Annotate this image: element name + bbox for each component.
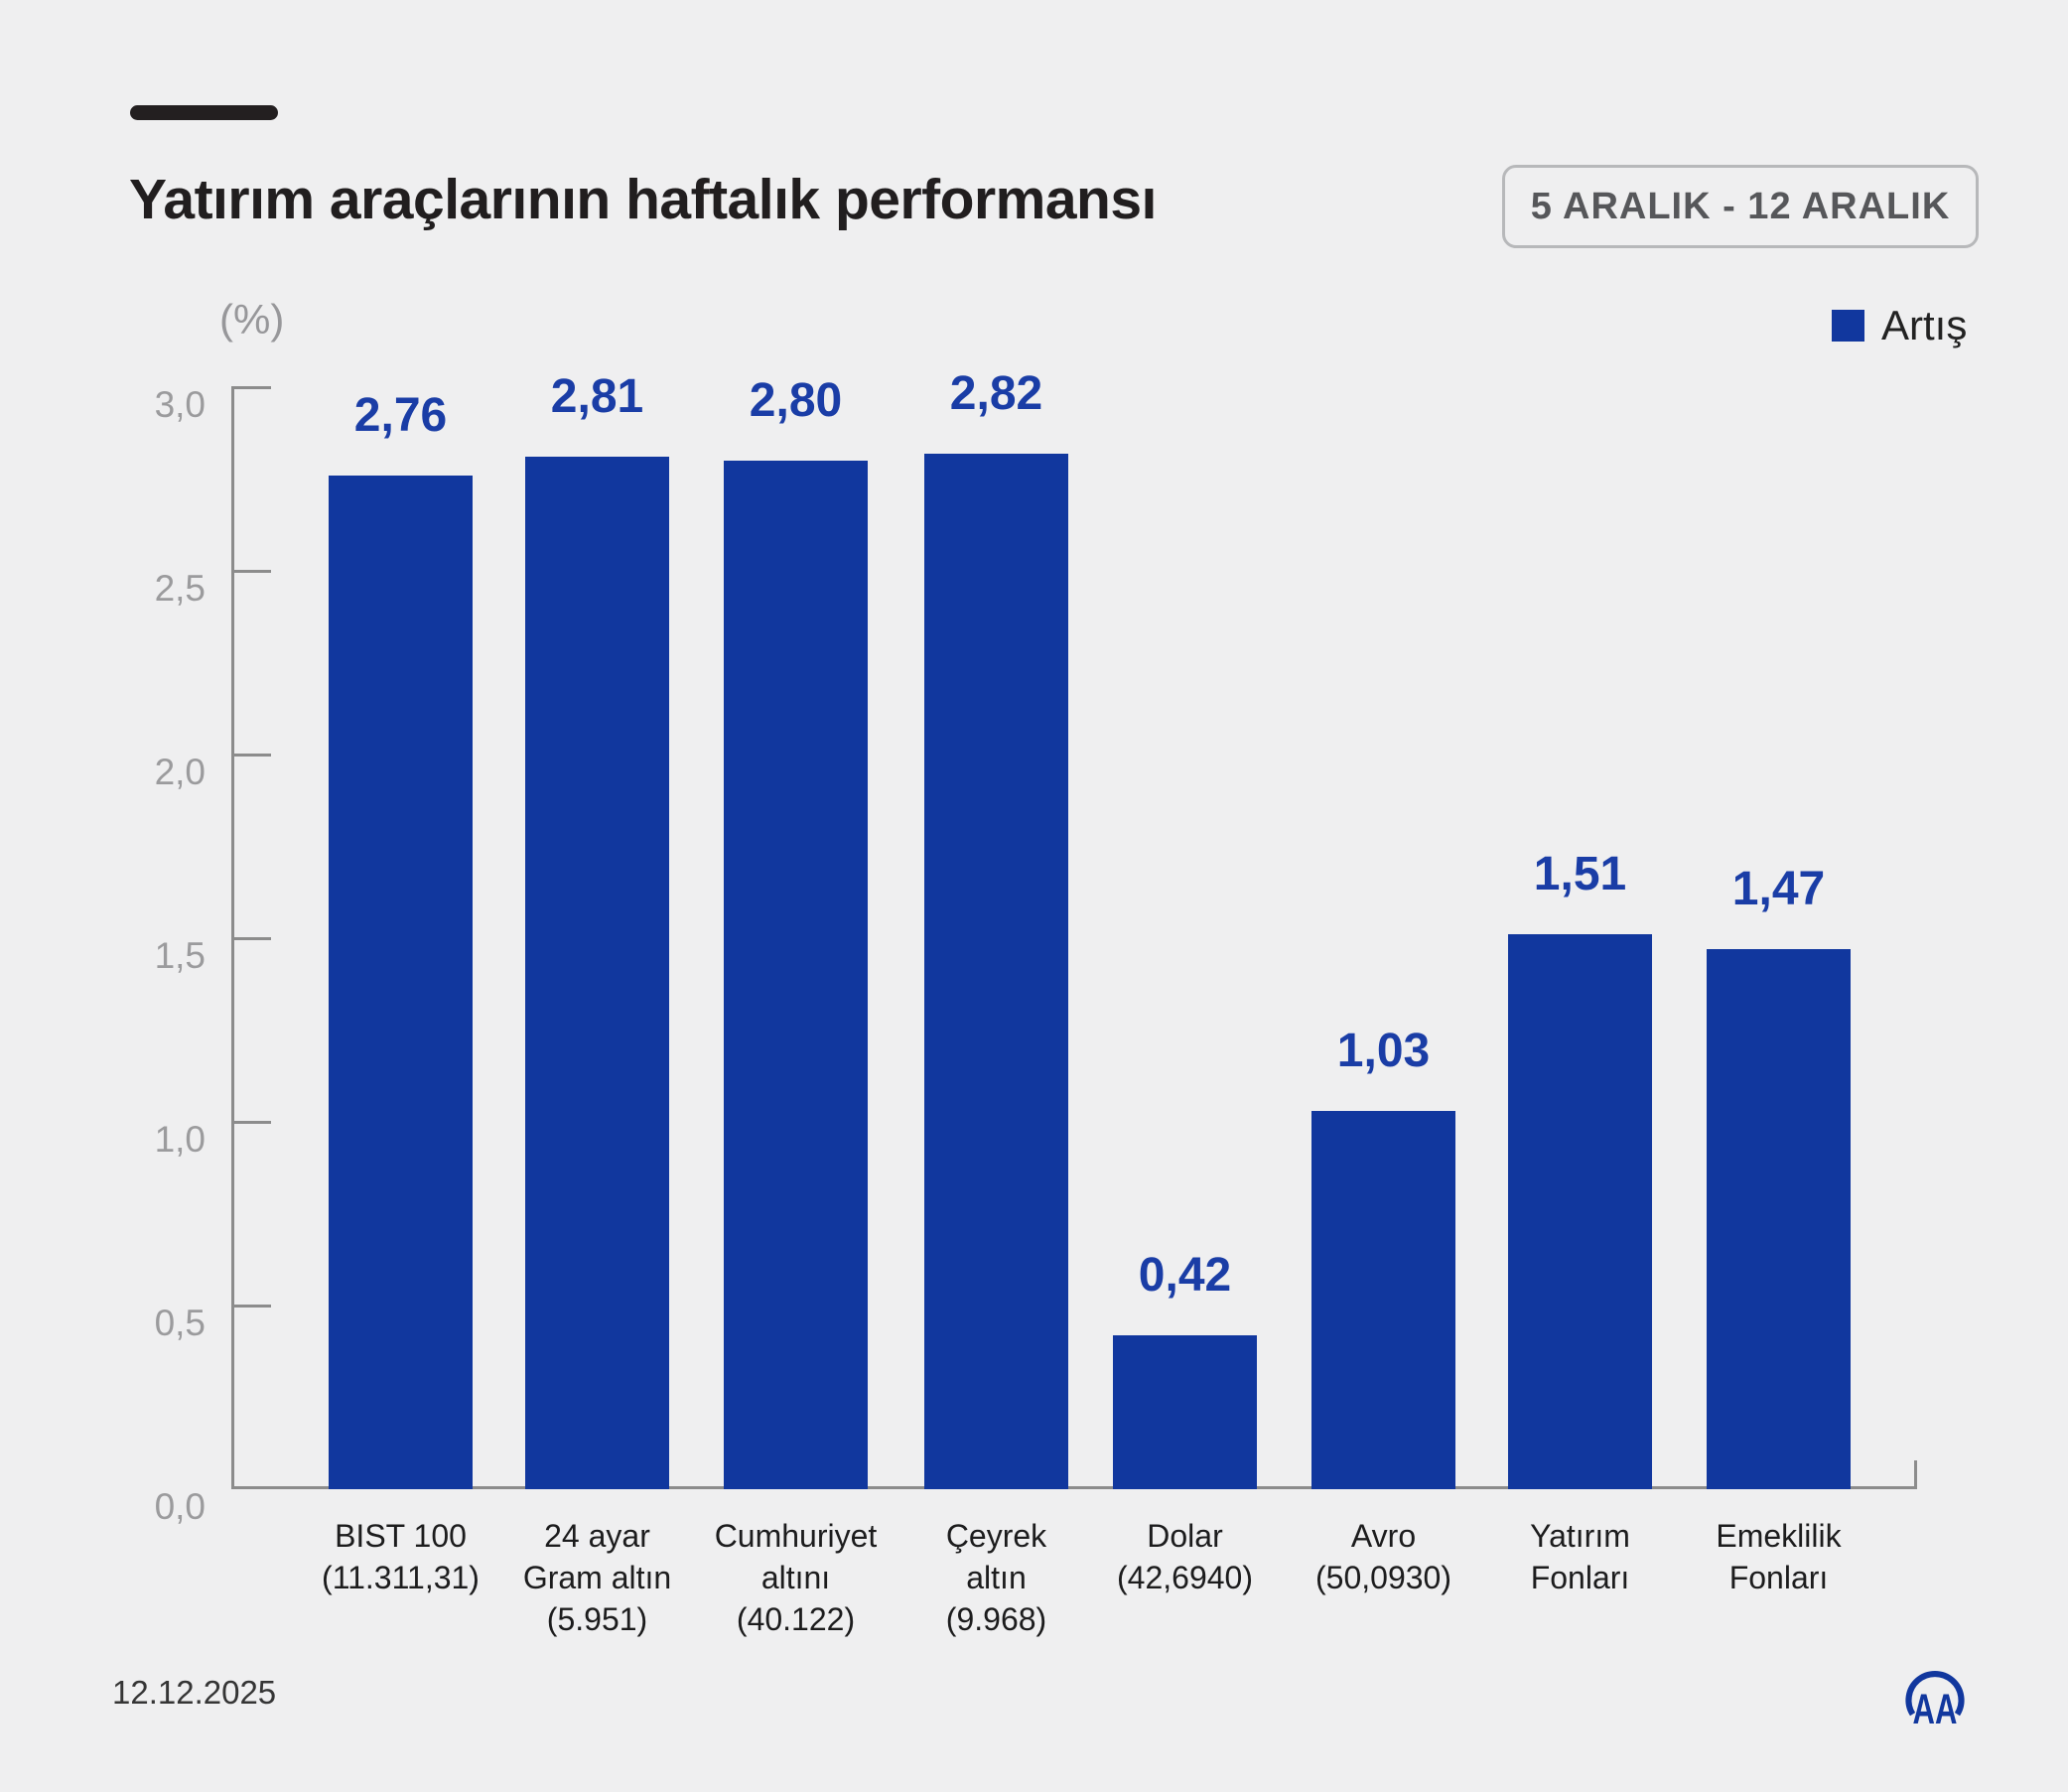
bar-value-label: 1,51 <box>1533 848 1627 900</box>
category-label-line: altın <box>966 1560 1027 1595</box>
bar <box>1707 949 1851 1489</box>
aa-logo-graphic: AA <box>1905 1671 1965 1732</box>
category-label-line: Gram altın <box>522 1560 672 1595</box>
period-badge: 5 ARALIK - 12 ARALIK <box>1502 165 1979 248</box>
y-axis-tick-label: 3,0 <box>154 384 206 425</box>
bar-value-label: 2,82 <box>949 367 1043 420</box>
legend-color-swatch <box>1832 310 1864 342</box>
y-axis-tick-label: 2,0 <box>154 752 206 792</box>
period-badge-label: 5 ARALIK - 12 ARALIK <box>1530 185 1951 227</box>
category-label-line: 24 ayar <box>544 1518 650 1554</box>
category-current-value: (11.311,31) <box>322 1560 480 1595</box>
bar <box>525 457 669 1489</box>
y-axis-tick <box>231 754 271 757</box>
category-label-line: Yatırım <box>1530 1518 1630 1554</box>
x-axis-end-tick <box>1914 1460 1917 1489</box>
x-axis-line <box>231 1486 1917 1489</box>
y-axis-tick-label: 0,0 <box>154 1486 206 1527</box>
category-label: Cumhuriyet altını (40.122) <box>657 1515 935 1640</box>
category-label-line: Emeklilik <box>1716 1518 1842 1554</box>
publish-date: 12.12.2025 <box>112 1674 277 1711</box>
page-title: Yatırım araçlarının haftalık performansı <box>129 168 1157 231</box>
legend: Artış <box>1832 302 1968 348</box>
category-label-line: Cumhuriyet <box>714 1518 878 1554</box>
category-current-value: (9.968) <box>945 1601 1047 1637</box>
y-axis-tick <box>231 1121 271 1124</box>
aa-logo-arc <box>1905 1671 1965 1717</box>
bar <box>724 461 868 1489</box>
bar-value-label: 1,03 <box>1336 1025 1431 1077</box>
bar <box>1311 1111 1455 1489</box>
category-current-value: (50,0930) <box>1315 1560 1451 1595</box>
category-label: Avro (50,0930) <box>1245 1515 1523 1598</box>
y-axis-tick-label: 1,0 <box>154 1119 206 1160</box>
category-label: Yatırım Fonları <box>1442 1515 1720 1598</box>
aa-logo-letters: AA <box>1913 1686 1958 1732</box>
bar-value-label: 0,42 <box>1138 1249 1232 1302</box>
category-current-value: (40.122) <box>736 1601 856 1637</box>
category-label-line: altını <box>760 1560 831 1595</box>
y-axis-tick <box>231 937 271 940</box>
y-axis-tick <box>231 570 271 573</box>
title-dash-decoration <box>130 105 278 120</box>
aa-logo: AA <box>1901 1661 1969 1732</box>
category-label: 24 ayar Gram altın (5.951) <box>459 1515 737 1640</box>
category-current-value: (5.951) <box>546 1601 648 1637</box>
category-label: BIST 100 (11.311,31) <box>262 1515 540 1598</box>
bar-value-label: 1,47 <box>1731 863 1826 915</box>
category-label-line: Dolar <box>1147 1518 1223 1554</box>
y-axis-unit-label: (%) <box>219 296 285 343</box>
category-label-line: BIST 100 <box>335 1518 467 1554</box>
bar <box>1508 934 1652 1489</box>
bar <box>1113 1335 1257 1489</box>
category-label: Çeyrek altın (9.968) <box>858 1515 1136 1640</box>
y-axis-tick-label: 1,5 <box>154 935 206 976</box>
bar-value-label: 2,81 <box>550 370 644 423</box>
bar-value-label: 2,80 <box>749 374 843 427</box>
bar <box>924 454 1068 1489</box>
category-label-line: Avro <box>1350 1518 1417 1554</box>
category-label: Emeklilik Fonları <box>1640 1515 1918 1598</box>
category-label-line: Fonları <box>1728 1560 1829 1595</box>
category-label: Dolar (42,6940) <box>1046 1515 1324 1598</box>
y-axis-tick <box>231 386 271 389</box>
y-axis-tick-label: 2,5 <box>154 568 206 609</box>
category-current-value: (42,6940) <box>1117 1560 1253 1595</box>
bar <box>329 476 473 1489</box>
category-label-line: Fonları <box>1530 1560 1630 1595</box>
bar-value-label: 2,76 <box>353 389 448 442</box>
y-axis-tick-label: 0,5 <box>154 1303 206 1343</box>
legend-label: Artış <box>1881 302 1968 348</box>
category-label-line: Çeyrek <box>945 1518 1047 1554</box>
y-axis-tick <box>231 1305 271 1308</box>
